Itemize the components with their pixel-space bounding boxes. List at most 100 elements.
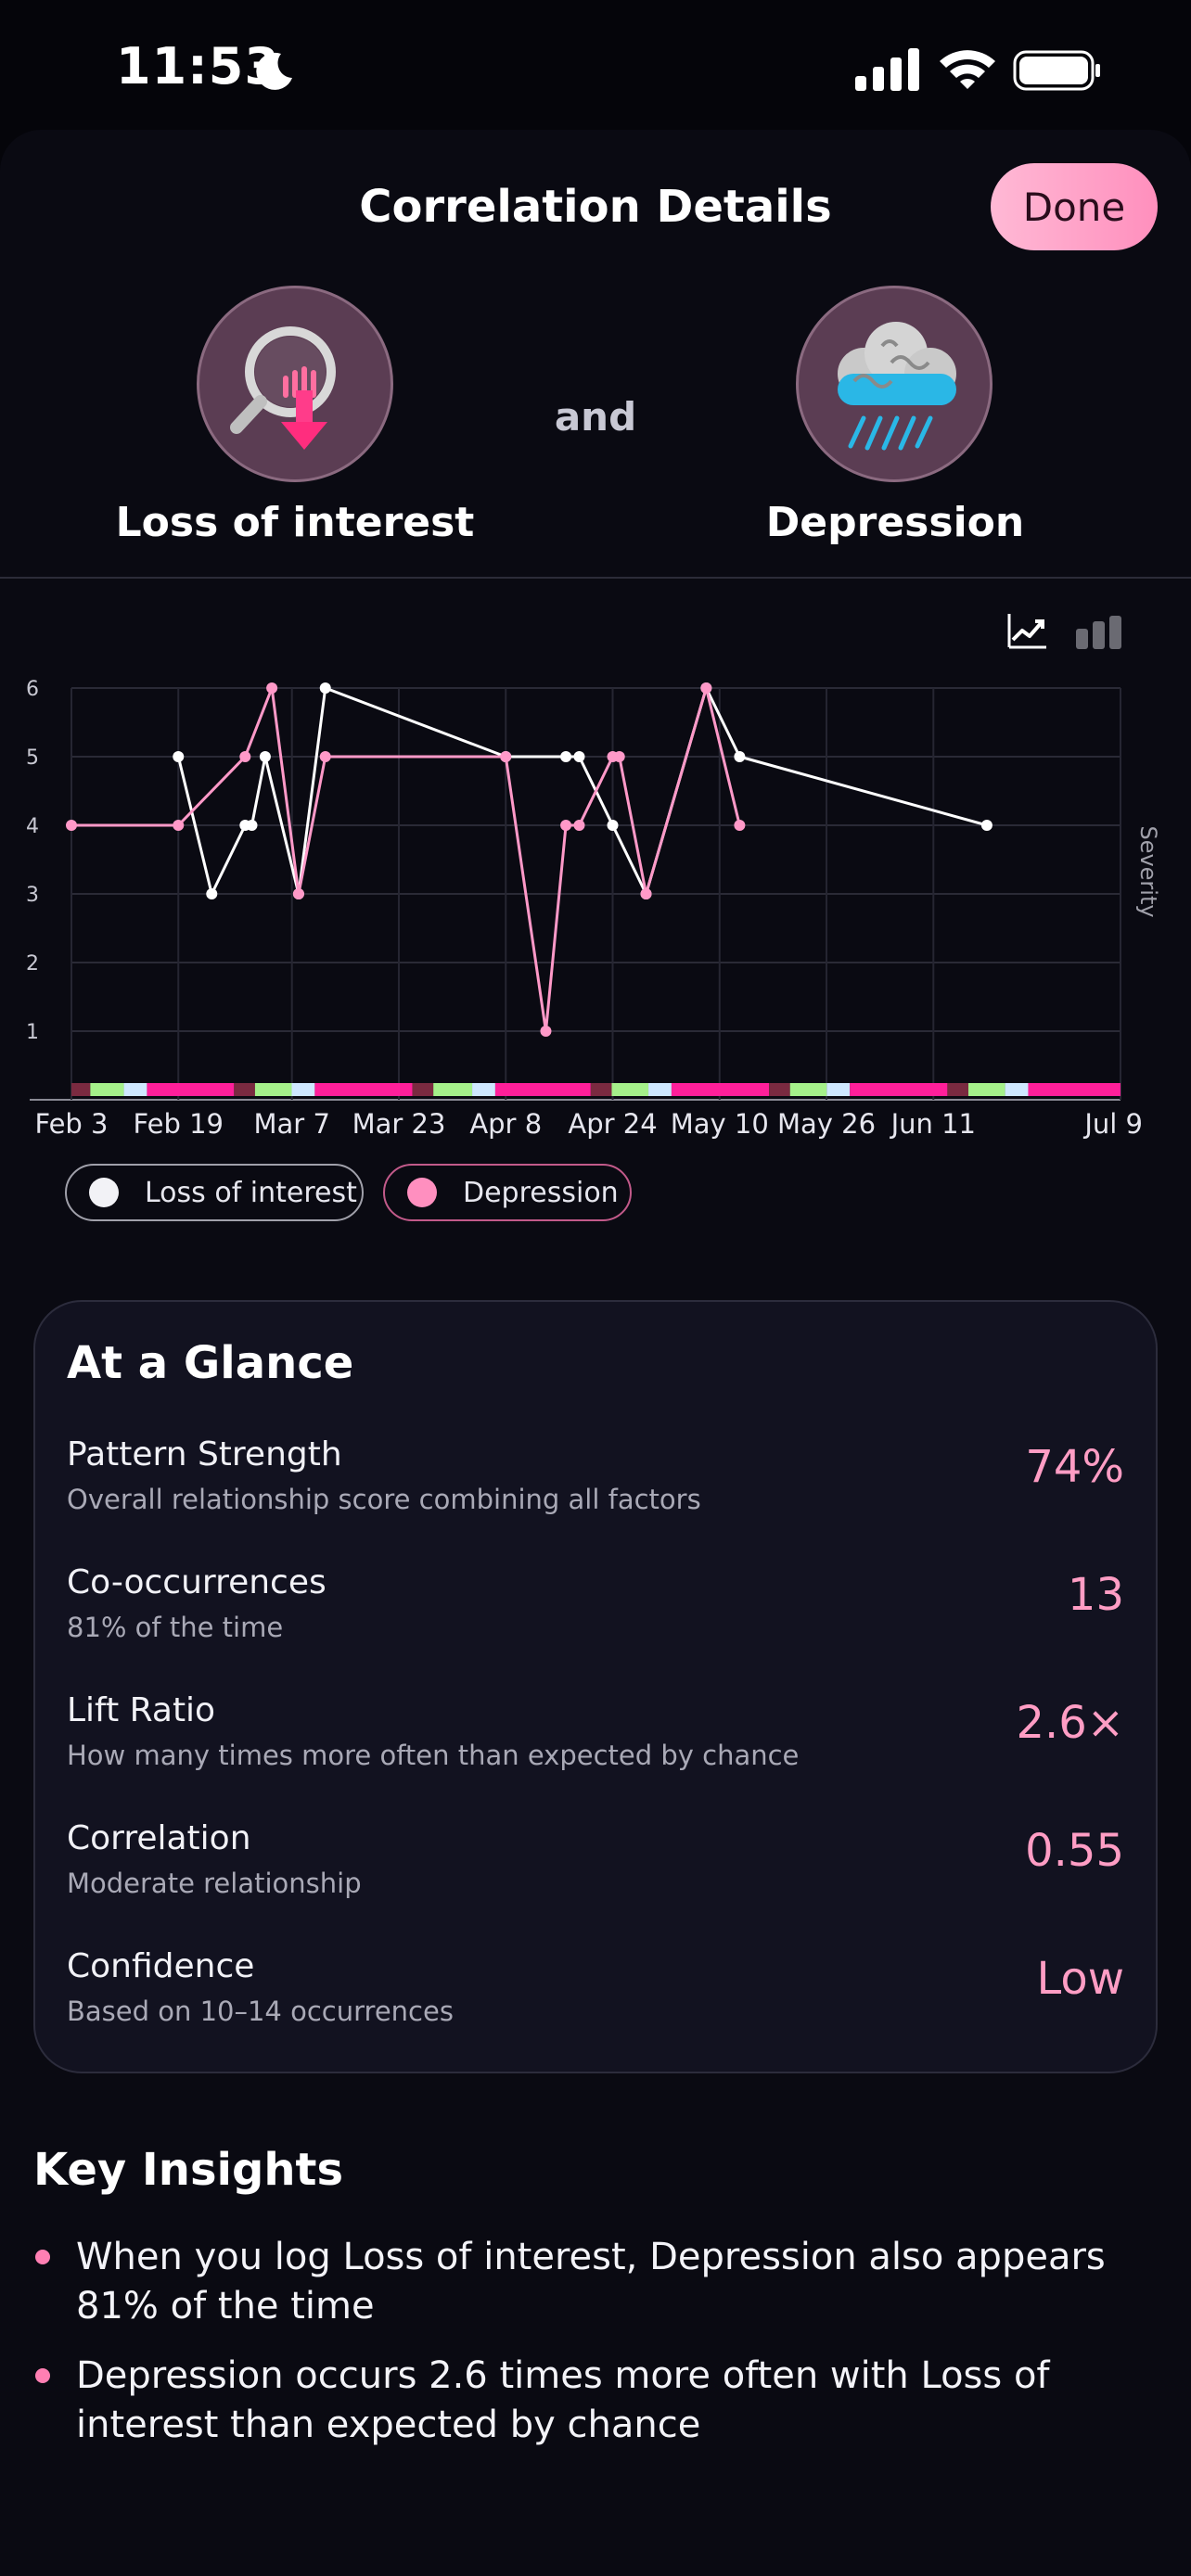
data-point (66, 820, 77, 831)
metric-description: 81% of the time (67, 1612, 284, 1643)
data-point (246, 820, 258, 831)
data-point (980, 820, 992, 831)
x-tick-label: Feb 19 (134, 1108, 224, 1140)
data-point (734, 751, 746, 762)
timeline-segment (123, 1083, 147, 1096)
y-tick-label: 6 (26, 678, 39, 701)
done-button[interactable]: Done (991, 163, 1158, 250)
magnifier-down-arrow-icon (230, 326, 336, 450)
correlation-line-chart: 1 2 3 4 5 6 Feb 3 Feb 19 Mar 7 Mar 23 Apr 8 Apr 24… (26, 678, 1161, 1140)
status-time: 11:53 (116, 37, 280, 96)
line-chart-icon[interactable] (1007, 612, 1048, 649)
y-tick-label: 2 (26, 952, 39, 976)
timeline-segment (494, 1083, 591, 1096)
symptom-bubble-right (796, 286, 992, 482)
data-point (319, 682, 331, 694)
metric-value: 0.55 (1025, 1825, 1124, 1877)
data-point (292, 888, 304, 899)
timeline-segment (1028, 1083, 1121, 1096)
timeline-segment (648, 1083, 672, 1096)
metric-name: Lift Ratio (67, 1691, 216, 1729)
metric-correlation: Correlation Moderate relationship 0.55 (67, 1819, 1124, 1921)
timeline-segment (826, 1083, 851, 1096)
metric-lift-ratio: Lift Ratio How many times more often tha… (67, 1691, 1124, 1793)
timeline-segment (611, 1083, 649, 1096)
y-tick-label: 5 (26, 746, 39, 770)
data-point (173, 820, 185, 831)
data-point (266, 682, 278, 694)
timeline-segment (90, 1083, 124, 1096)
legend-item-loss-of-interest[interactable]: Loss of interest (65, 1164, 364, 1221)
y-tick-label: 4 (26, 815, 39, 838)
metric-name: Co-occurrences (67, 1563, 327, 1601)
insight-item: Depression occurs 2.6 times more often w… (76, 2354, 1050, 2446)
moon-icon (256, 52, 292, 90)
metric-name: Confidence (67, 1947, 255, 1985)
insight-item: When you log Loss of interest, Depressio… (76, 2236, 1106, 2327)
metric-name: Correlation (67, 1819, 251, 1857)
timeline-segment (147, 1083, 235, 1096)
data-point (259, 751, 271, 762)
x-tick-label: Mar 7 (254, 1108, 330, 1140)
at-a-glance-title: At a Glance (67, 1337, 354, 1389)
bar-chart-icon[interactable] (1076, 616, 1122, 649)
data-point (206, 888, 218, 899)
data-point (640, 888, 652, 899)
symptom-label-left: Loss of interest (115, 499, 475, 546)
timeline-segment (412, 1083, 434, 1096)
timeline-segment (314, 1083, 413, 1096)
legend-label: Depression (463, 1176, 619, 1209)
page-title: Correlation Details (359, 181, 832, 233)
metric-confidence: Confidence Based on 10–14 occurrences Lo… (67, 1947, 1124, 2049)
timeline-segment (234, 1083, 255, 1096)
data-point (700, 682, 712, 694)
timeline-segment (789, 1083, 827, 1096)
timeline-segment (472, 1083, 495, 1096)
data-point (613, 751, 625, 762)
data-point (540, 1026, 552, 1037)
legend-item-depression[interactable]: Depression (383, 1164, 632, 1221)
symptom-bubble-left (197, 286, 393, 482)
metric-value: Low (1036, 1953, 1124, 2005)
y-axis-title: Severity (1135, 825, 1161, 917)
timeline-segment (947, 1083, 969, 1096)
x-tick-label: Mar 23 (352, 1108, 446, 1140)
x-tick-label: Apr 24 (568, 1108, 657, 1140)
timeline-segment (254, 1083, 292, 1096)
wifi-icon (940, 50, 995, 89)
y-tick-label: 1 (26, 1021, 39, 1044)
x-tick-label: Jun 11 (890, 1108, 976, 1140)
data-point (560, 820, 572, 831)
battery-icon (1013, 50, 1100, 91)
series-line-1 (71, 686, 741, 1033)
data-point (560, 751, 572, 762)
timeline-segment (1005, 1083, 1029, 1096)
metric-description: Overall relationship score combining all… (67, 1484, 701, 1515)
metric-name: Pattern Strength (67, 1435, 342, 1473)
section-divider (0, 577, 1191, 579)
metric-description: How many times more often than expected … (67, 1740, 800, 1771)
metric-co-occurrences: Co-occurrences 81% of the time 13 (67, 1563, 1124, 1665)
timeline-segment (590, 1083, 612, 1096)
x-tick-label: Apr 8 (469, 1108, 542, 1140)
x-tick-label: Jul 9 (1082, 1108, 1143, 1140)
key-insights-title: Key Insights (33, 2144, 344, 2196)
data-point (500, 751, 512, 762)
timeline-segment (71, 1083, 91, 1096)
x-tick-label: Feb 3 (34, 1108, 108, 1140)
timeline-segment (291, 1083, 315, 1096)
data-point (319, 751, 331, 762)
data-point (173, 751, 185, 762)
metric-value: 2.6× (1016, 1697, 1124, 1749)
bullet-dot (35, 2250, 50, 2264)
metric-value: 74% (1025, 1441, 1124, 1493)
data-point (573, 820, 585, 831)
rain-cloud-icon (838, 322, 956, 451)
x-tick-label: May 26 (777, 1108, 876, 1140)
timeline-segment (769, 1083, 790, 1096)
symptom-label-right: Depression (765, 499, 1025, 546)
x-tick-label: May 10 (671, 1108, 769, 1140)
timeline-segment (671, 1083, 770, 1096)
data-point (607, 820, 619, 831)
series-line-0 (176, 686, 988, 896)
